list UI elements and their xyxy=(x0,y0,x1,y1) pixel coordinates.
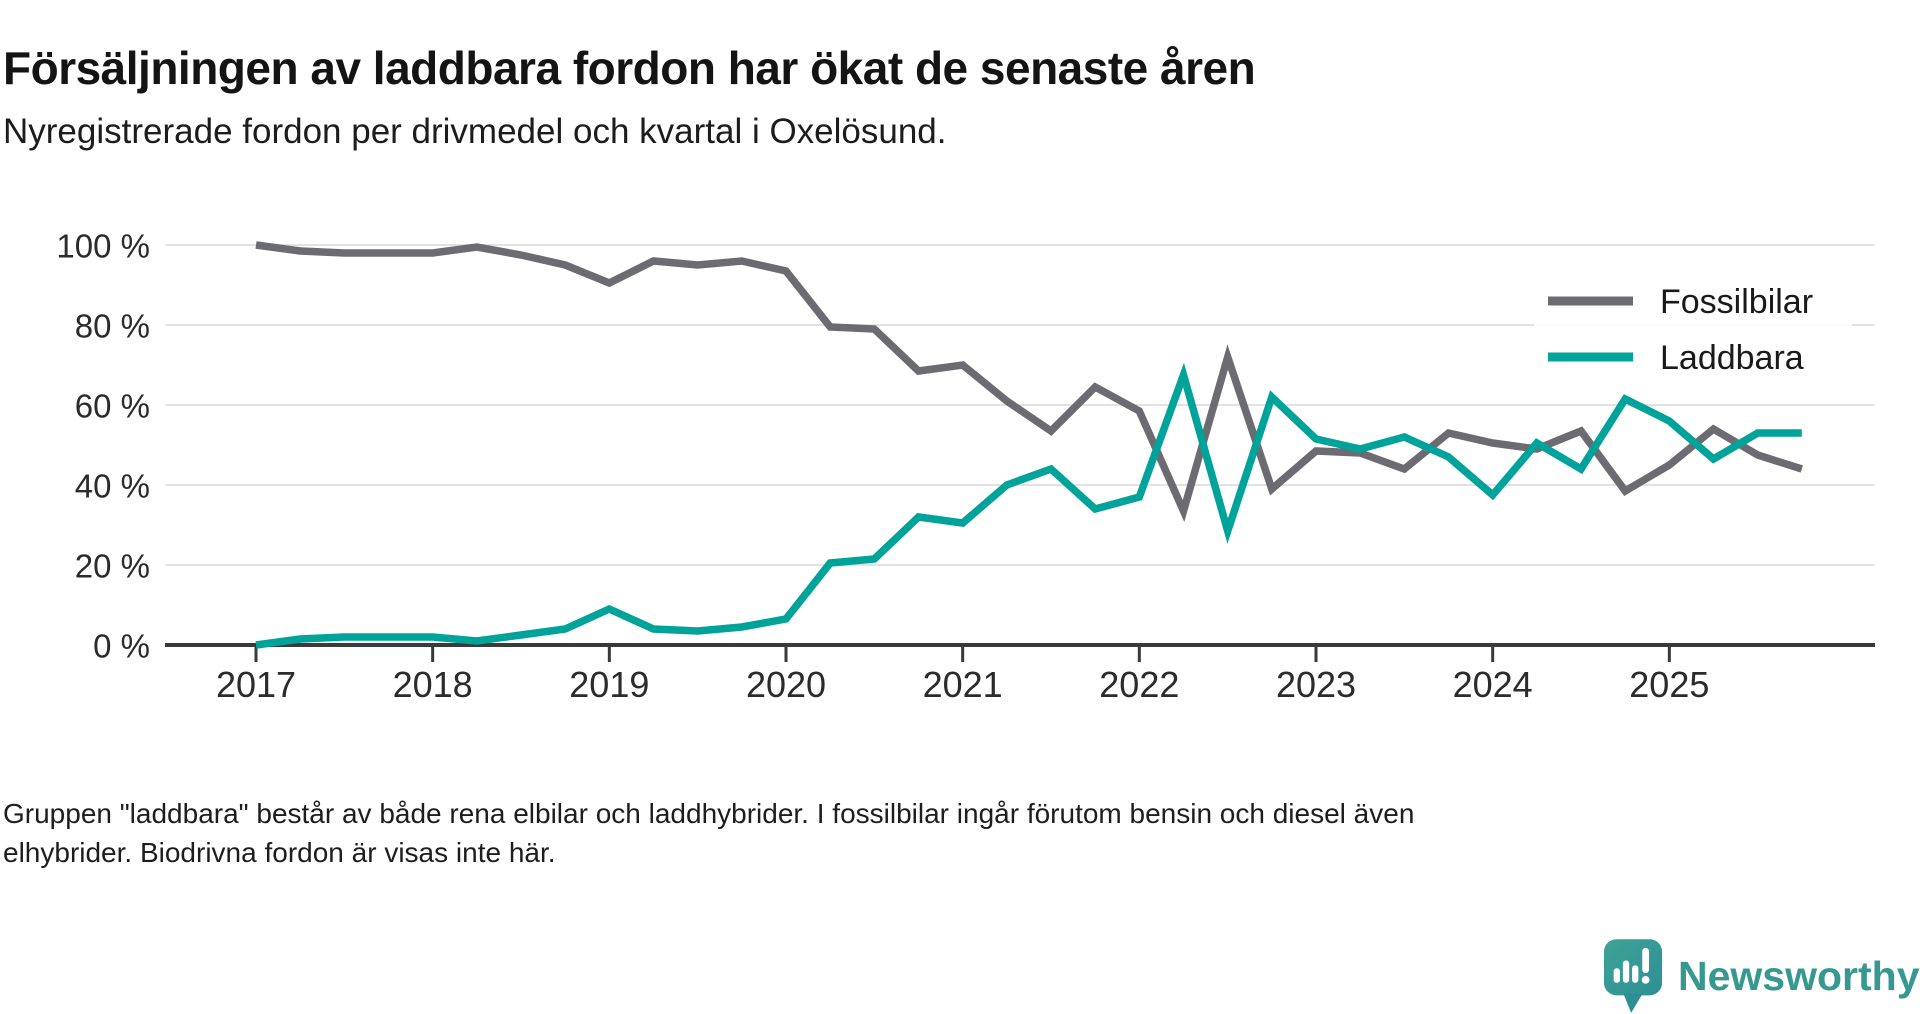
y-axis-tick-label: 100 % xyxy=(56,228,150,265)
legend-label-laddbara: Laddbara xyxy=(1660,339,1804,377)
page-title: Försäljningen av laddbara fordon har öka… xyxy=(3,41,1256,94)
y-axis-tick-label: 0 % xyxy=(93,628,150,665)
y-axis-tick-label: 20 % xyxy=(75,548,150,585)
newsworthy-logo: Newsworthy xyxy=(1603,938,1920,1014)
legend-label-fossilbilar: Fossilbilar xyxy=(1660,283,1813,321)
x-axis-tick-label: 2022 xyxy=(1099,664,1179,705)
x-axis-tick-label: 2025 xyxy=(1629,664,1709,705)
y-axis-tick-label: 40 % xyxy=(75,468,150,505)
newsworthy-bubble-icon xyxy=(1603,939,1663,1013)
newsworthy-wordmark: Newsworthy xyxy=(1678,952,1920,999)
x-axis-tick-label: 2019 xyxy=(569,664,649,705)
footnote-line-2: elhybrider. Biodrivna fordon är visas in… xyxy=(3,837,556,868)
footnote-line-1: Gruppen "laddbara" består av både rena e… xyxy=(3,798,1415,829)
y-axis-tick-label: 60 % xyxy=(75,388,150,425)
y-axis-tick-label: 80 % xyxy=(75,308,150,345)
x-axis-tick-label: 2018 xyxy=(393,664,473,705)
x-axis-tick-label: 2023 xyxy=(1276,664,1356,705)
x-axis-tick-label: 2024 xyxy=(1453,664,1533,705)
x-axis-tick-label: 2021 xyxy=(923,664,1003,705)
x-axis-tick-label: 2020 xyxy=(746,664,826,705)
chart-footnote: Gruppen "laddbara" består av både rena e… xyxy=(3,794,1414,872)
x-axis-tick-label: 2017 xyxy=(216,664,296,705)
series-line-laddbara xyxy=(255,362,1802,649)
page-subtitle: Nyregistrerade fordon per drivmedel och … xyxy=(3,112,947,151)
